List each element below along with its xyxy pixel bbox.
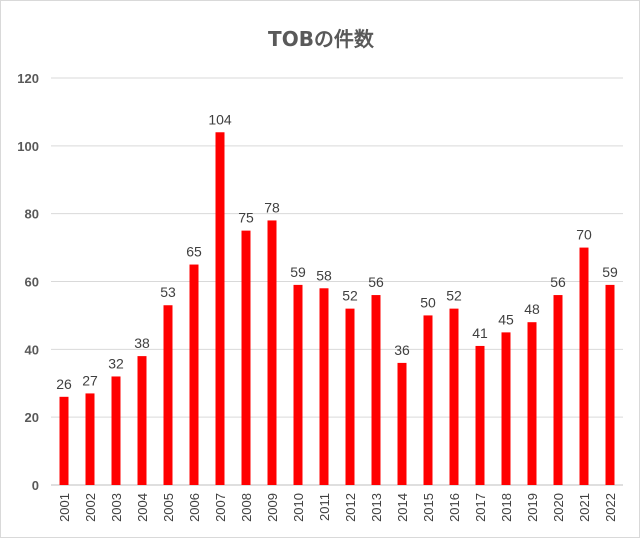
x-tick-label: 2006	[187, 493, 202, 522]
x-tick-label: 2005	[161, 493, 176, 522]
bar	[267, 220, 277, 485]
bar	[85, 393, 95, 485]
data-label: 59	[290, 264, 306, 280]
data-label: 32	[108, 355, 124, 371]
data-label: 26	[56, 376, 72, 392]
x-tick-label: 2013	[369, 493, 384, 522]
chart-title: TOBの件数	[268, 27, 374, 51]
data-label: 65	[186, 244, 202, 260]
x-tick-label: 2004	[135, 493, 150, 522]
bar	[293, 284, 303, 485]
data-label: 36	[394, 342, 410, 358]
bar	[163, 305, 173, 485]
x-tick-label: 2016	[447, 493, 462, 522]
x-tick-label: 2003	[109, 493, 124, 522]
bar	[241, 230, 251, 485]
bar	[397, 362, 407, 485]
x-tick-label: 2020	[551, 493, 566, 522]
y-tick-label: 0	[32, 478, 39, 493]
data-label: 70	[576, 227, 592, 243]
x-tick-label: 2022	[603, 493, 618, 522]
bar	[527, 322, 537, 485]
y-tick-label: 60	[25, 275, 39, 290]
y-tick-label: 20	[25, 410, 39, 425]
data-label: 78	[264, 199, 280, 215]
x-tick-label: 2014	[395, 493, 410, 522]
x-tick-label: 2017	[473, 493, 488, 522]
bar	[215, 132, 225, 485]
x-tick-label: 2012	[343, 493, 358, 522]
bar	[371, 295, 381, 485]
data-label: 48	[524, 301, 540, 317]
x-tick-label: 2021	[577, 493, 592, 522]
bar	[319, 288, 329, 485]
bar	[111, 376, 121, 485]
x-tick-label: 2008	[239, 493, 254, 522]
data-label: 50	[420, 294, 436, 310]
data-label: 52	[446, 288, 462, 304]
data-label: 104	[208, 111, 232, 127]
x-tick-label: 2011	[317, 493, 332, 521]
bar	[423, 315, 433, 485]
data-label: 56	[550, 274, 566, 290]
x-tick-label: 2010	[291, 493, 306, 522]
bar	[59, 396, 69, 485]
x-tick-label: 2018	[499, 493, 514, 522]
x-tick-label: 2015	[421, 493, 436, 522]
x-tick-label: 2019	[525, 493, 540, 522]
data-label: 45	[498, 311, 514, 327]
bar	[345, 308, 355, 485]
bar	[553, 295, 563, 485]
data-label: 58	[316, 267, 332, 283]
x-tick-label: 2009	[265, 493, 280, 522]
y-tick-label: 80	[25, 207, 39, 222]
data-label: 41	[472, 325, 488, 341]
data-label: 38	[134, 335, 150, 351]
x-tick-label: 2001	[57, 493, 72, 522]
x-tick-label: 2002	[83, 493, 98, 522]
data-label: 75	[238, 210, 254, 226]
y-tick-label: 40	[25, 342, 39, 357]
bar	[189, 264, 199, 485]
bar	[137, 356, 147, 485]
bar	[605, 284, 615, 485]
bar	[449, 308, 459, 485]
data-label: 59	[602, 264, 618, 280]
bar	[501, 332, 511, 485]
data-label: 27	[82, 372, 98, 388]
bar	[475, 345, 485, 485]
data-label: 56	[368, 274, 384, 290]
y-tick-label: 100	[17, 139, 39, 154]
data-label: 52	[342, 288, 358, 304]
data-label: 53	[160, 284, 176, 300]
bar	[579, 247, 589, 485]
y-tick-label: 120	[17, 71, 39, 86]
x-tick-label: 2007	[213, 493, 228, 522]
